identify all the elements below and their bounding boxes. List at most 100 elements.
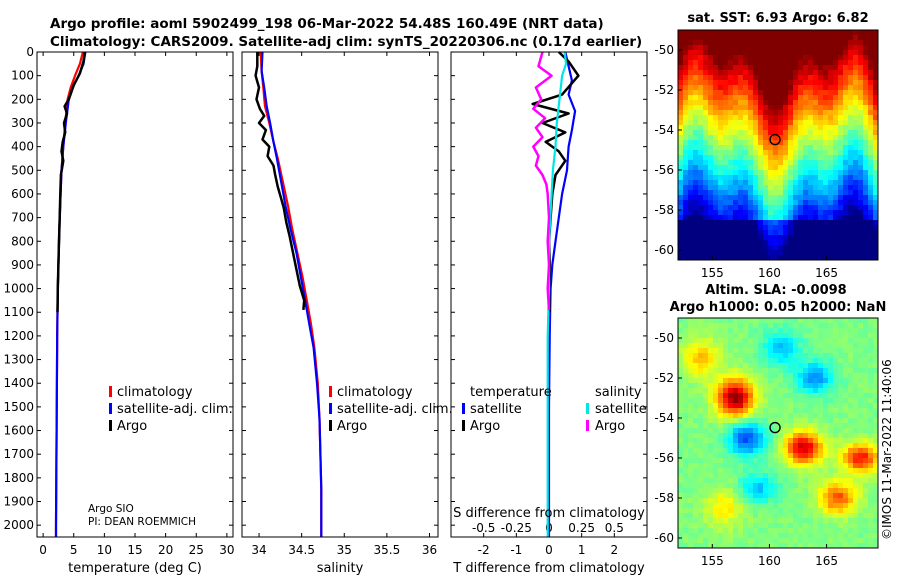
map-cell: [833, 318, 839, 324]
map-cell: [843, 323, 849, 329]
map-cell: [853, 100, 859, 106]
depth-tick-label: 1700: [3, 447, 34, 461]
map-cell: [873, 363, 879, 369]
map-cell: [863, 398, 869, 404]
map-cell: [803, 508, 809, 514]
map-cell: [803, 443, 809, 449]
map-cell: [853, 185, 859, 191]
map-cell: [713, 80, 719, 86]
x2-tick-label: -0.25: [501, 521, 532, 535]
map-cell: [863, 85, 869, 91]
map-cell: [763, 225, 769, 231]
map-cell: [678, 165, 684, 171]
map-cell: [683, 200, 689, 206]
legend-temp-argo-swatch: [462, 420, 465, 431]
map-cell: [783, 50, 789, 56]
map-cell: [788, 438, 794, 444]
map-cell: [713, 225, 719, 231]
map-cell: [683, 388, 689, 394]
map-cell: [748, 503, 754, 509]
map-cell: [788, 105, 794, 111]
map-cell: [788, 343, 794, 349]
map-cell: [743, 250, 749, 256]
map-cell: [683, 418, 689, 424]
map-cell: [808, 473, 814, 479]
map-cell: [703, 155, 709, 161]
map-cell: [703, 523, 709, 529]
map-cell: [683, 353, 689, 359]
map-cell: [698, 318, 704, 324]
map-cell: [863, 348, 869, 354]
map-cell: [693, 175, 699, 181]
temperature-xlabel: temperature (deg C): [68, 561, 202, 576]
map-cell: [768, 240, 774, 246]
map-cell: [868, 508, 874, 514]
map-cell: [718, 403, 724, 409]
map-cell: [723, 130, 729, 136]
map-cell: [678, 45, 684, 51]
map-cell: [793, 60, 799, 66]
map-cell: [753, 368, 759, 374]
map-cell: [833, 353, 839, 359]
map-cell: [718, 388, 724, 394]
map-cell: [773, 220, 779, 226]
map-cell: [683, 333, 689, 339]
map-cell: [708, 210, 714, 216]
map-cell: [738, 408, 744, 414]
map-cell: [718, 75, 724, 81]
map-cell: [743, 65, 749, 71]
map-cell: [818, 240, 824, 246]
map-cell: [838, 205, 844, 211]
map-cell: [828, 125, 834, 131]
map-cell: [698, 165, 704, 171]
map-cell: [688, 498, 694, 504]
map-cell: [693, 483, 699, 489]
map-cell: [833, 235, 839, 241]
map-cell: [798, 220, 804, 226]
map-cell: [853, 245, 859, 251]
depth-tick-label: 500: [11, 163, 34, 177]
map-cell: [688, 140, 694, 146]
map-cell: [873, 230, 879, 236]
map-cell: [753, 170, 759, 176]
map-cell: [843, 518, 849, 524]
depth-tick-label: 0: [26, 45, 34, 59]
map-cell: [858, 478, 864, 484]
map-cell: [698, 418, 704, 424]
map-cell: [823, 195, 829, 201]
map-cell: [853, 240, 859, 246]
map-cell: [738, 200, 744, 206]
map-cell: [678, 478, 684, 484]
map-cell: [778, 185, 784, 191]
map-cell: [718, 488, 724, 494]
map-cell: [773, 225, 779, 231]
map-cell: [818, 488, 824, 494]
map-cell: [688, 453, 694, 459]
map-cell: [788, 353, 794, 359]
map-cell: [848, 245, 854, 251]
map-cell: [683, 90, 689, 96]
map-cell: [803, 250, 809, 256]
map-cell: [848, 523, 854, 529]
map-cell: [833, 518, 839, 524]
map-cell: [723, 458, 729, 464]
map-cell: [818, 195, 824, 201]
map-cell: [763, 393, 769, 399]
map-cell: [828, 473, 834, 479]
map-cell: [778, 140, 784, 146]
map-cell: [748, 255, 754, 261]
series-line-climatology: [54, 51, 84, 537]
map-cell: [868, 150, 874, 156]
map-cell: [723, 518, 729, 524]
map-cell: [693, 543, 699, 549]
map-cell: [843, 458, 849, 464]
map-cell: [713, 368, 719, 374]
map-cell: [863, 363, 869, 369]
map-cell: [713, 528, 719, 534]
map-cell: [683, 508, 689, 514]
map-cell: [833, 105, 839, 111]
map-cell: [828, 378, 834, 384]
map-cell: [768, 468, 774, 474]
map-cell: [763, 518, 769, 524]
map-cell: [768, 65, 774, 71]
